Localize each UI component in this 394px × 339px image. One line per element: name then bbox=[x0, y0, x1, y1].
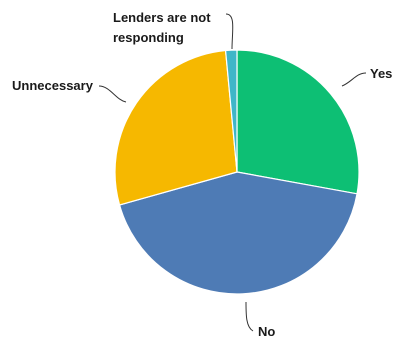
pie-slice-no bbox=[118, 171, 358, 295]
slice-label-lenders-not-responding: Lenders are not responding bbox=[113, 10, 214, 45]
pie-slice-unnecessary bbox=[114, 49, 238, 206]
slice-label-yes: Yes bbox=[370, 66, 392, 81]
slice-label-unnecessary: Unnecessary bbox=[12, 78, 94, 93]
label-leader-lines bbox=[98, 13, 367, 332]
slice-label-lenders-line-1: Lenders are not bbox=[113, 10, 211, 25]
slice-label-no: No bbox=[258, 324, 275, 339]
slice-label-lenders-line-2: responding bbox=[113, 30, 184, 45]
pie-slices bbox=[114, 49, 360, 295]
pie-slice-lenders-are-not-responding bbox=[224, 49, 238, 173]
leader-line-lenders bbox=[225, 13, 234, 50]
leader-line-unnecessary bbox=[98, 85, 127, 103]
leader-line-yes bbox=[341, 72, 367, 87]
pie-slice-yes bbox=[236, 49, 360, 195]
leader-line-no bbox=[245, 301, 254, 332]
